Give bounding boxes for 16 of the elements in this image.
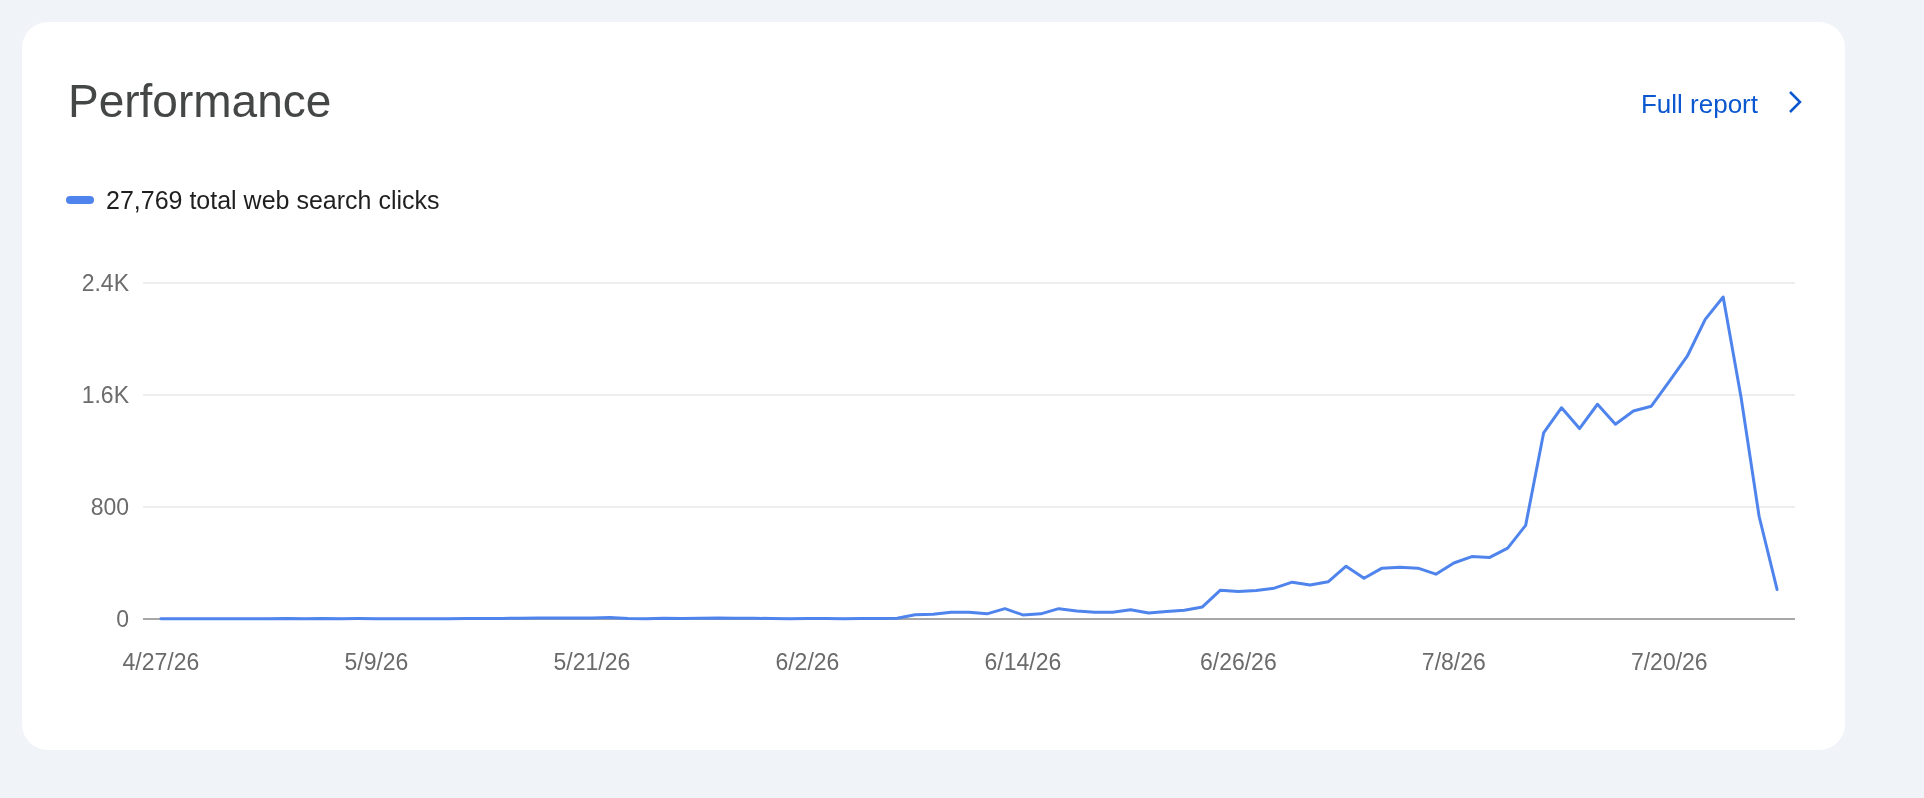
x-tick-label: 6/14/26 <box>984 649 1062 675</box>
x-tick-label: 6/2/26 <box>775 649 840 675</box>
y-tick-label: 2.4K <box>81 270 130 297</box>
x-tick-label: 6/26/26 <box>1199 649 1277 675</box>
legend-label: 27,769 total web search clicks <box>106 186 440 214</box>
chart-title: Performance <box>68 75 332 127</box>
y-tick-label: 800 <box>90 494 129 521</box>
x-tick-label: 4/27/26 <box>122 649 200 675</box>
x-tick-label: 5/9/26 <box>344 649 409 675</box>
line-series <box>159 295 1779 621</box>
y-tick-label: 0 <box>116 606 129 633</box>
x-tick-label: 7/8/26 <box>1421 649 1486 675</box>
x-tick-label: 7/20/26 <box>1630 649 1708 675</box>
text: Full report <box>1640 89 1759 119</box>
x-tick-label: 5/21/26 <box>553 649 631 675</box>
y-tick-label: 1.6K <box>81 382 130 409</box>
